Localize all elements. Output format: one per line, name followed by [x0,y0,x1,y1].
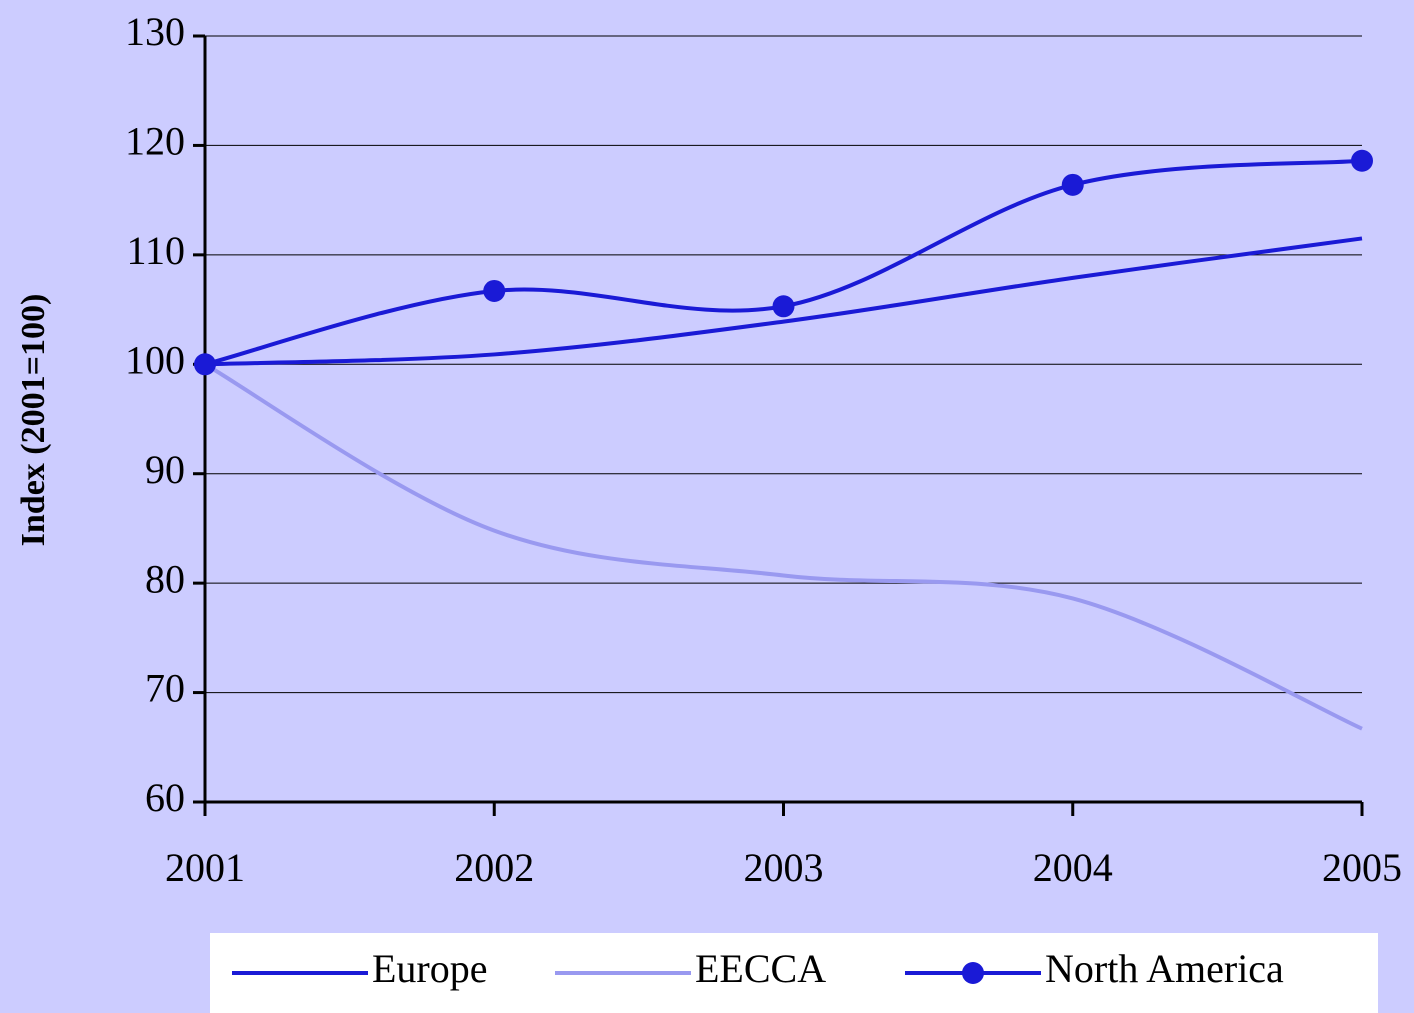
y-tick-label: 60 [145,775,185,820]
y-tick-label: 80 [145,556,185,601]
legend-marker [962,962,984,984]
series-marker [1061,173,1084,196]
legend-label: North America [1045,946,1284,991]
legend-box [210,933,1378,1013]
x-tick-label: 2001 [165,845,245,890]
y-tick-label: 100 [125,337,185,382]
series-marker [1351,149,1373,172]
y-tick-label: 130 [125,9,185,54]
x-tick-label: 2003 [744,845,824,890]
series-marker [483,279,506,302]
series-marker [772,295,795,318]
x-tick-label: 2005 [1322,845,1402,890]
y-axis-label: Index (2001=100) [15,294,52,547]
legend-label: EECCA [695,946,826,991]
x-tick-label: 2004 [1033,845,1113,890]
y-tick-label: 90 [145,447,185,492]
series-line [204,236,1363,367]
y-tick-label: 70 [145,666,185,711]
y-tick-label: 120 [125,119,185,164]
x-tick-label: 2002 [454,845,534,890]
series-line [204,362,1363,731]
y-tick-label: 110 [126,228,185,273]
legend-label: Europe [372,946,488,991]
series-marker [194,353,216,376]
